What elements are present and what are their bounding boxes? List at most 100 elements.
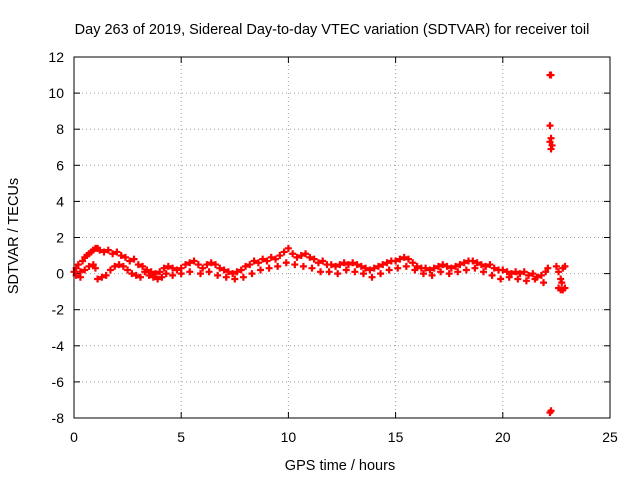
- data-point: [497, 275, 505, 283]
- data-point: [259, 255, 267, 263]
- data-point: [190, 257, 198, 265]
- data-point: [383, 259, 391, 267]
- data-point: [310, 255, 318, 263]
- x-tick-label: 5: [177, 429, 185, 445]
- data-point: [151, 270, 159, 278]
- data-point: [280, 248, 288, 256]
- data-point: [302, 250, 310, 258]
- x-tick-label: 10: [281, 429, 297, 445]
- data-point: [456, 261, 464, 269]
- data-point: [196, 270, 204, 278]
- data-point: [437, 268, 445, 276]
- data-point: [207, 259, 215, 267]
- data-point: [233, 268, 241, 276]
- x-tick-label: 25: [602, 429, 618, 445]
- data-point: [439, 261, 447, 269]
- data-point: [379, 261, 387, 269]
- data-point: [257, 266, 265, 274]
- plot-frame: [73, 56, 611, 419]
- data-point: [544, 264, 552, 272]
- data-point: [514, 275, 522, 283]
- data-point: [413, 262, 421, 270]
- y-tick-label: 8: [56, 121, 64, 137]
- data-point: [522, 277, 530, 285]
- data-point: [186, 259, 194, 267]
- chart-title: Day 263 of 2019, Sidereal Day-to-day VTE…: [75, 22, 590, 38]
- data-point: [274, 262, 282, 270]
- data-point: [173, 266, 181, 274]
- y-tick-labels: -8 -6 -4 -2 0 2 4 6 8 10 12: [48, 49, 64, 426]
- data-point: [400, 253, 408, 261]
- data-point: [177, 270, 185, 278]
- x-tick-labels: 0 5 10 15 20 25: [70, 429, 618, 445]
- data-point: [100, 248, 108, 256]
- data-point: [231, 275, 239, 283]
- data-points: [70, 71, 569, 417]
- data-point: [104, 246, 112, 254]
- data-point: [434, 262, 442, 270]
- x-tick-label: 15: [388, 429, 404, 445]
- data-point: [426, 266, 434, 274]
- data-point: [447, 264, 455, 272]
- data-point: [362, 264, 370, 272]
- data-point: [284, 244, 292, 252]
- data-point: [336, 261, 344, 269]
- data-point: [141, 268, 149, 276]
- data-point: [325, 268, 333, 276]
- data-point: [276, 252, 284, 260]
- data-point: [265, 264, 273, 272]
- data-point: [477, 261, 485, 269]
- data-point: [419, 270, 427, 278]
- data-point: [214, 271, 222, 279]
- data-point: [289, 250, 297, 258]
- y-tick-label: 0: [56, 266, 64, 282]
- data-point: [111, 262, 119, 270]
- data-point: [353, 261, 361, 269]
- data-point: [317, 268, 325, 276]
- data-point: [488, 271, 496, 279]
- data-point: [473, 259, 481, 267]
- data-point: [443, 262, 451, 270]
- data-point: [547, 145, 555, 153]
- data-point: [169, 271, 177, 279]
- data-point: [546, 122, 554, 130]
- data-point: [132, 271, 140, 279]
- y-tick-label: 6: [56, 157, 64, 173]
- data-point: [130, 255, 138, 263]
- data-point: [102, 271, 110, 279]
- data-point: [220, 266, 228, 274]
- data-point: [349, 259, 357, 267]
- y-axis-label: SDTVAR / TECUs: [6, 178, 22, 294]
- data-point: [79, 257, 87, 265]
- data-point: [237, 266, 245, 274]
- data-point: [319, 257, 327, 265]
- data-point: [327, 261, 335, 269]
- data-point: [169, 264, 177, 272]
- data-point: [91, 264, 99, 272]
- data-point: [460, 259, 468, 267]
- data-point: [503, 268, 511, 276]
- data-point: [199, 264, 207, 272]
- data-point: [106, 266, 114, 274]
- data-point: [469, 257, 477, 265]
- data-point: [471, 264, 479, 272]
- data-point: [229, 270, 237, 278]
- data-point: [160, 264, 168, 272]
- data-point: [344, 261, 352, 269]
- data-point: [561, 262, 569, 270]
- data-point: [332, 262, 340, 270]
- data-point: [537, 271, 545, 279]
- data-point: [194, 261, 202, 269]
- data-point: [74, 261, 82, 269]
- data-point: [239, 273, 247, 281]
- y-tick-label: -8: [52, 410, 65, 426]
- data-point: [306, 253, 314, 261]
- y-tick-label: -6: [52, 374, 65, 390]
- data-point: [452, 262, 460, 270]
- data-point: [368, 273, 376, 281]
- data-point: [540, 279, 548, 287]
- data-point: [392, 257, 400, 265]
- data-point: [454, 268, 462, 276]
